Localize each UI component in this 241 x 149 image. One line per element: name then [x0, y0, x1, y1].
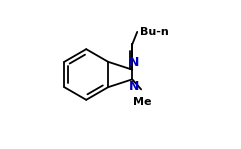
Text: N: N — [128, 56, 139, 69]
Text: N: N — [128, 80, 139, 93]
Text: Bu-n: Bu-n — [140, 27, 169, 37]
Text: Me: Me — [133, 97, 151, 107]
